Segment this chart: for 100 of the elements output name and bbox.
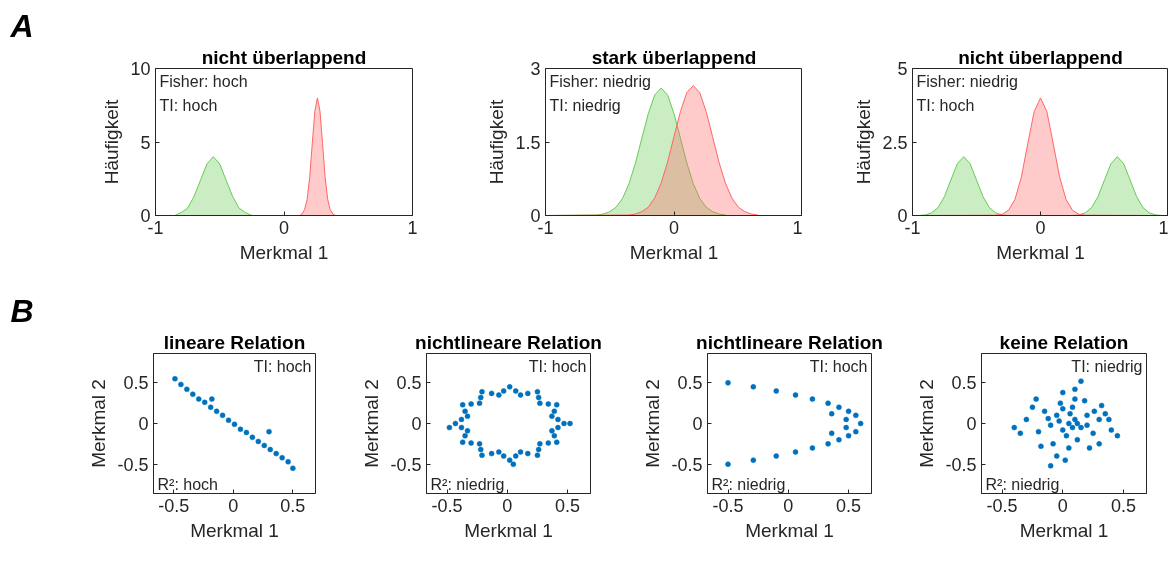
point — [843, 416, 849, 423]
point — [478, 446, 484, 453]
point — [1084, 412, 1090, 419]
point — [1081, 397, 1088, 404]
annotation: R²: niedrig — [985, 475, 1060, 493]
point — [534, 389, 541, 395]
y-axis-title: Häufigkeit — [486, 99, 508, 185]
point — [496, 449, 502, 455]
chart-title: nicht überlappend — [958, 46, 1123, 68]
y-axis-title: Merkmal 2 — [642, 379, 664, 468]
y-tick-label: 0.5 — [123, 373, 149, 394]
point — [478, 394, 484, 401]
y-tick-label: 10 — [130, 59, 151, 79]
point — [809, 396, 816, 402]
x-axis-title: Merkmal 1 — [1019, 519, 1109, 541]
x-tick-label: 0.5 — [280, 495, 306, 516]
point — [750, 457, 757, 463]
point — [551, 432, 558, 439]
point — [510, 461, 517, 467]
point — [549, 428, 555, 434]
point — [555, 424, 561, 431]
x-tick-label: -0.5 — [712, 495, 744, 516]
point — [545, 401, 552, 407]
y-axis-title: Merkmal 2 — [361, 379, 383, 468]
point — [1072, 416, 1078, 423]
text: B — [10, 292, 34, 329]
point — [1060, 427, 1066, 433]
annotation: Fisher: niedrig — [916, 72, 1018, 90]
y-tick-label: -0.5 — [117, 454, 149, 475]
chart-title: lineare Relation — [163, 331, 306, 353]
point — [845, 408, 852, 415]
point — [551, 408, 558, 415]
point — [462, 432, 468, 439]
annotation: R²: hoch — [157, 475, 218, 493]
x-axis-title: Merkmal 1 — [745, 519, 834, 541]
point — [828, 410, 835, 417]
chart-title: nicht überlappend — [201, 46, 367, 68]
annotation: TI: hoch — [159, 96, 218, 114]
point — [792, 392, 799, 398]
point — [1069, 404, 1076, 410]
point — [458, 424, 465, 431]
point — [535, 394, 542, 401]
point — [535, 446, 542, 453]
y-tick-label: 0 — [411, 414, 422, 434]
x-tick-label: 0 — [1057, 495, 1068, 516]
point — [266, 428, 272, 435]
point — [479, 452, 485, 458]
point — [553, 439, 560, 445]
x-tick-label: 0 — [278, 217, 290, 238]
point — [476, 400, 483, 406]
point — [1053, 412, 1060, 419]
point — [476, 441, 483, 447]
point — [1047, 422, 1054, 428]
x-axis-title: Merkmal 1 — [629, 241, 719, 263]
annotation: R²: niedrig — [430, 475, 505, 493]
x-tick-label: 0 — [783, 495, 794, 516]
chart-title: nichtlineare Relation — [415, 331, 602, 353]
point — [267, 446, 273, 453]
point — [209, 396, 215, 402]
point — [750, 384, 757, 390]
annotation: Fisher: niedrig — [549, 72, 651, 90]
point — [1072, 396, 1078, 402]
point — [1056, 418, 1062, 424]
x-tick-label: 0.5 — [836, 495, 862, 516]
point — [196, 396, 202, 402]
annotation: R²: niedrig — [711, 475, 786, 493]
point — [506, 384, 513, 390]
point — [853, 412, 859, 419]
y-tick-label: 1.5 — [515, 132, 541, 153]
point — [857, 420, 864, 427]
point — [792, 449, 799, 455]
annotation: TI: hoch — [253, 357, 312, 375]
y-tick-label: -0.5 — [945, 454, 977, 475]
point — [464, 428, 471, 434]
point — [1106, 416, 1112, 423]
annotation: TI: niedrig — [549, 96, 621, 114]
y-tick-label: 3 — [530, 59, 541, 79]
point — [1017, 430, 1024, 437]
y-axis-title: Merkmal 2 — [916, 379, 938, 468]
point — [468, 401, 474, 407]
point — [225, 417, 232, 423]
x-tick-label: -0.5 — [431, 495, 463, 516]
point — [773, 388, 779, 394]
point — [534, 452, 541, 458]
point — [500, 388, 507, 394]
point — [836, 404, 842, 410]
point — [1045, 415, 1051, 422]
point — [1102, 410, 1108, 417]
point — [243, 429, 250, 436]
point — [178, 381, 184, 388]
point — [458, 416, 465, 423]
point — [1069, 424, 1076, 431]
point — [828, 430, 835, 437]
point — [537, 400, 543, 406]
point — [273, 450, 279, 457]
point — [525, 390, 531, 397]
point — [468, 440, 474, 446]
y-tick-label: -0.5 — [390, 454, 422, 475]
point — [725, 380, 731, 386]
point — [725, 461, 731, 467]
